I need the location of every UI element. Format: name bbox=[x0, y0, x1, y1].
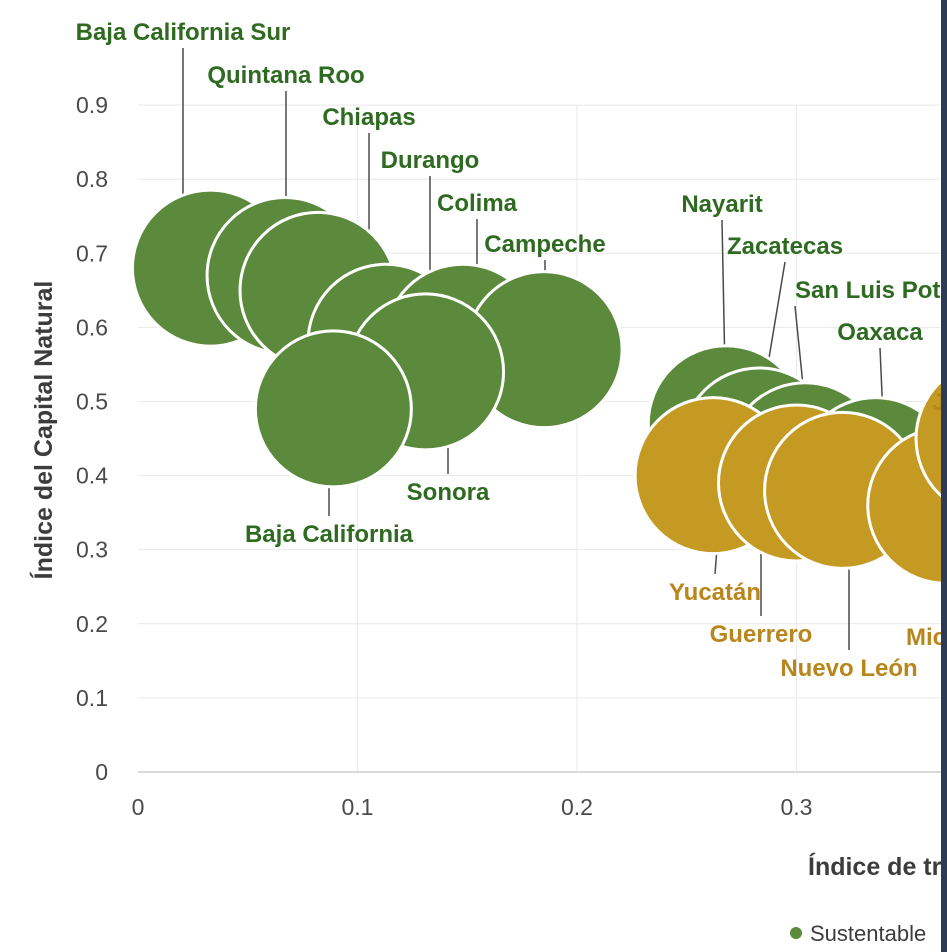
y-tick-label: 0.6 bbox=[76, 314, 108, 340]
x-tick-label: 0.2 bbox=[561, 794, 593, 820]
x-axis-title: Índice de tra bbox=[808, 852, 947, 881]
point-label: Baja California Sur bbox=[76, 19, 291, 46]
y-tick-label: 0.4 bbox=[76, 463, 108, 489]
bubble-baja-california bbox=[253, 329, 413, 489]
y-tick-label: 0 bbox=[95, 759, 108, 785]
y-tick-label: 0.3 bbox=[76, 537, 108, 563]
point-label: Nuevo León bbox=[780, 655, 917, 682]
y-tick-label: 0.2 bbox=[76, 611, 108, 637]
y-tick-labels: 0 0.1 0.2 0.3 0.4 0.5 0.6 0.7 0.8 0.9 bbox=[76, 92, 108, 785]
y-tick-label: 0.7 bbox=[76, 240, 108, 266]
point-label: Nayarit bbox=[681, 191, 762, 218]
legend: Sustentable bbox=[790, 921, 926, 946]
legend-marker bbox=[790, 927, 802, 939]
point-label: Guerrero bbox=[710, 621, 813, 648]
point-label: Oaxaca bbox=[837, 319, 923, 346]
point-label: Sonora bbox=[407, 479, 490, 506]
point-labels: Baja California Sur Quintana Roo Chiapas Du… bbox=[76, 19, 947, 682]
point-label: San Luis Potos bbox=[795, 277, 947, 304]
y-tick-label: 0.1 bbox=[76, 685, 108, 711]
point-label: Yucatán bbox=[669, 579, 761, 606]
x-tick-label: 0 bbox=[132, 794, 145, 820]
point-label: Mic bbox=[906, 624, 946, 651]
legend-label: Sustentable bbox=[810, 921, 926, 946]
point-label: Baja California bbox=[245, 521, 414, 548]
x-tick-label: 0.1 bbox=[342, 794, 374, 820]
y-tick-label: 0.8 bbox=[76, 166, 108, 192]
y-tick-label: 0.5 bbox=[76, 389, 108, 415]
point-label: Campeche bbox=[484, 231, 605, 258]
x-tick-labels: 0 0.1 0.2 0.3 bbox=[132, 794, 813, 820]
y-tick-label: 0.9 bbox=[76, 92, 108, 118]
point-label: Colima bbox=[437, 190, 518, 217]
y-axis-title: Índice del Capital Natural bbox=[29, 281, 58, 580]
bubbles bbox=[130, 188, 947, 585]
bubble-j bbox=[914, 374, 947, 503]
point-label: Quintana Roo bbox=[207, 62, 364, 89]
window-edge bbox=[941, 0, 947, 952]
point-label: Durango bbox=[381, 147, 480, 174]
point-label: Zacatecas bbox=[727, 233, 843, 260]
point-label: Chiapas bbox=[322, 104, 415, 131]
x-tick-label: 0.3 bbox=[781, 794, 813, 820]
